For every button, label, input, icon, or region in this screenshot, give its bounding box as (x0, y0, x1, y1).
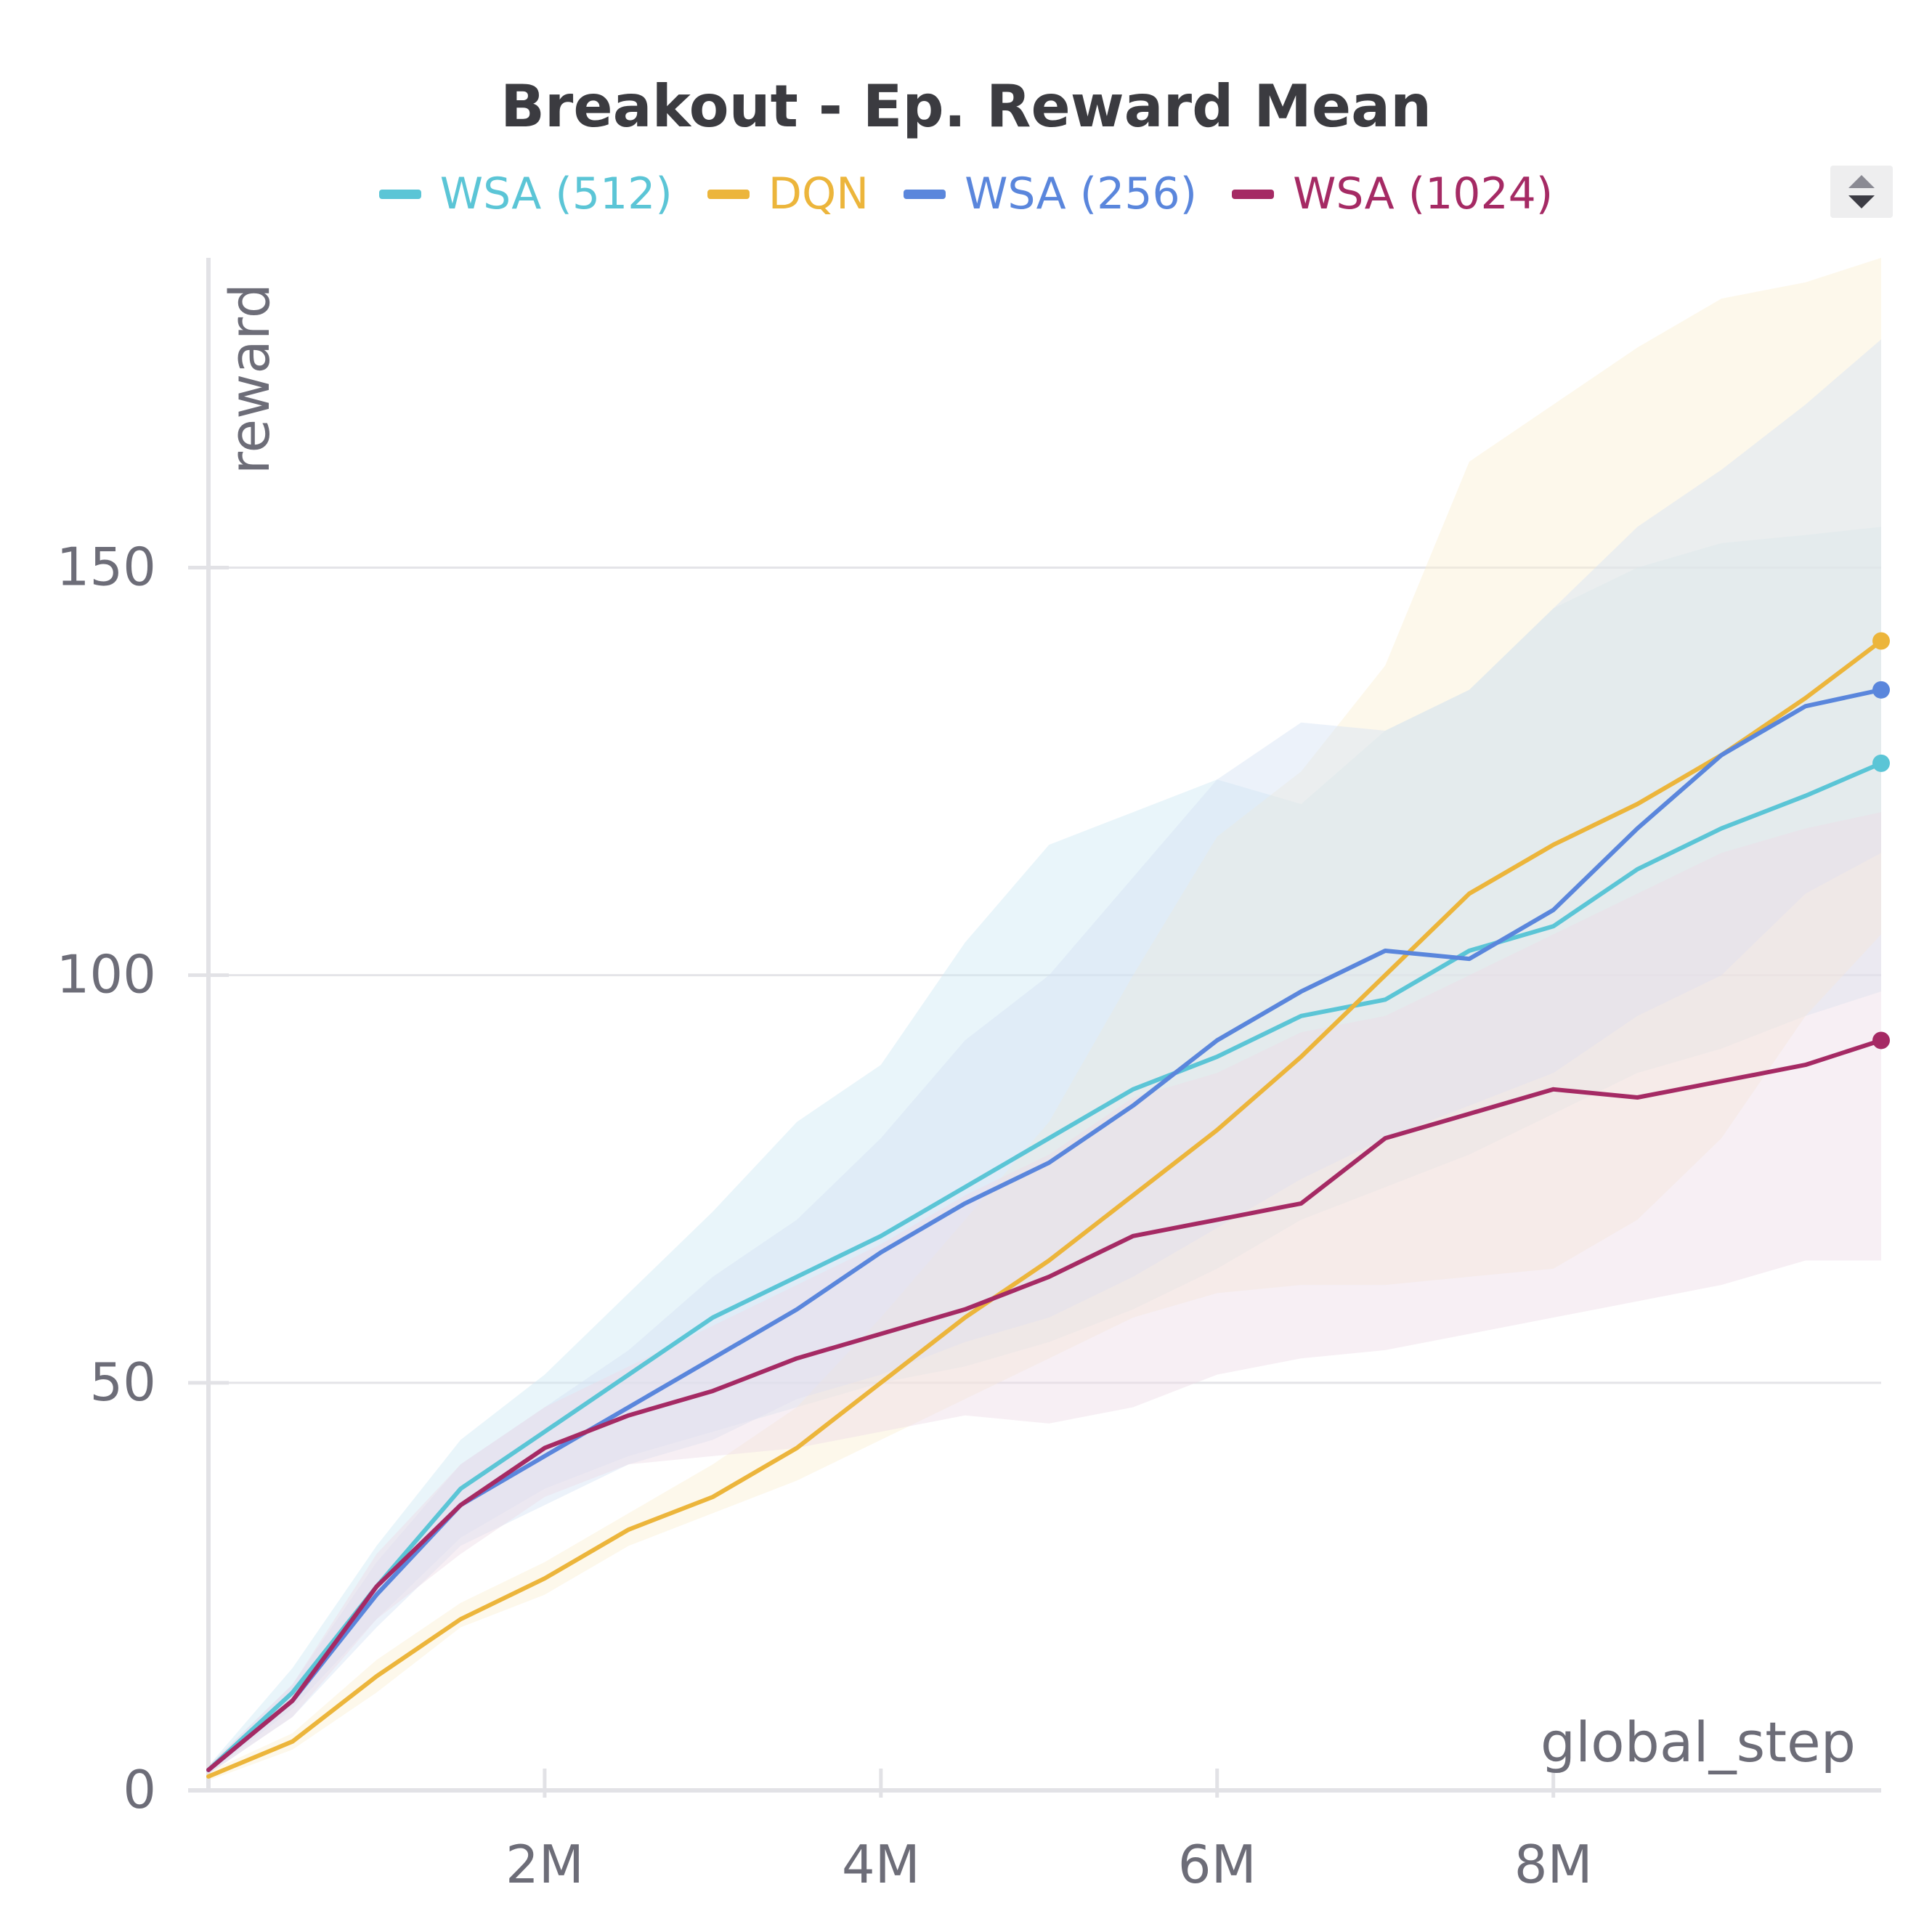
series-line-3 (206, 1038, 1883, 1772)
series-endpoint-0 (1872, 754, 1890, 772)
series-line-1 (206, 638, 1883, 1779)
x-tick-label: 8M (1514, 1834, 1593, 1895)
x-axis-label: global_step (1541, 1710, 1856, 1774)
legend-item[interactable]: WSA (1024) (1232, 169, 1553, 219)
legend-item[interactable]: WSA (512) (378, 169, 673, 219)
y-axis-label: reward (217, 283, 282, 474)
series-band-1 (208, 258, 1881, 1781)
legend-label: WSA (1024) (1293, 169, 1554, 219)
legend-swatch (1232, 189, 1275, 199)
series-band-3 (208, 812, 1881, 1774)
legend-item[interactable]: DQN (707, 169, 869, 219)
legend-item[interactable]: WSA (256) (904, 169, 1197, 219)
x-tick-label: 2M (506, 1834, 584, 1895)
legend: WSA (512) DQN WSA (256) WSA (1024) (0, 169, 1932, 219)
legend-swatch (378, 189, 421, 199)
legend-label: DQN (768, 169, 869, 219)
y-tick-label: 100 (57, 944, 156, 1005)
y-tick-label: 150 (57, 536, 156, 597)
x-tick-label: 4M (842, 1834, 920, 1895)
series-endpoint-1 (1872, 632, 1890, 650)
legend-swatch (707, 189, 750, 199)
legend-sort-button[interactable] (1830, 166, 1893, 218)
y-tick-label: 0 (123, 1759, 156, 1820)
legend-label: WSA (512) (439, 169, 673, 219)
legend-swatch (904, 189, 946, 199)
y-tick-label: 50 (89, 1352, 156, 1413)
legend-label: WSA (256) (965, 169, 1198, 219)
series-line-0 (206, 760, 1883, 1772)
series-endpoint-3 (1872, 1031, 1890, 1050)
sort-updown-icon (1848, 175, 1875, 208)
series-band-0 (208, 527, 1881, 1774)
chart-title: Breakout - Ep. Reward Mean (500, 73, 1432, 140)
series-endpoint-2 (1872, 681, 1890, 699)
series-line-2 (206, 687, 1883, 1772)
x-tick-label: 6M (1178, 1834, 1257, 1895)
